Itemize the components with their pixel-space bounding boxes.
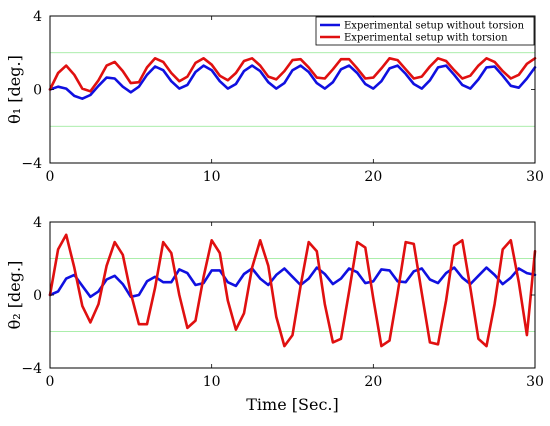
- bottom-tick-labels: 0 10 20 30−404: [21, 215, 544, 390]
- bottom-reference-lines: [50, 258, 535, 332]
- y-tick-label: −4: [21, 361, 42, 377]
- y-tick-label: 0: [33, 83, 42, 99]
- series-line-with-torsion: [48, 56, 537, 93]
- y-tick-label: 0: [33, 288, 42, 304]
- legend-box: [315, 16, 535, 46]
- series-line-without-torsion: [48, 64, 537, 100]
- x-tick-label: 0: [46, 374, 55, 390]
- x-tick-label: 10: [203, 169, 221, 185]
- x-tick-label: 30: [526, 169, 544, 185]
- top-tick-labels: 0 10 20 30−404: [21, 9, 544, 185]
- top-series-lines: [48, 56, 537, 100]
- x-tick-label: 20: [364, 169, 382, 185]
- x-tick-label: 20: [364, 374, 382, 390]
- series-line-without-torsion: [48, 266, 537, 299]
- top-panel: 0 10 20 30−404 θ₁ [deg.] Experimental setup…: [5, 9, 544, 185]
- legend-label-with-torsion: Experimental setup with torsion: [344, 33, 508, 44]
- x-tick-label: 10: [203, 374, 221, 390]
- bottom-panel: 0 10 20 30−404 θ₂ [deg.] Time [Sec.]: [5, 215, 544, 414]
- top-reference-lines: [50, 52, 535, 127]
- legend: Experimental setup without torsion Exper…: [315, 16, 535, 46]
- bottom-y-axis-label: θ₂ [deg.]: [5, 261, 24, 330]
- bottom-series-lines: [48, 233, 537, 348]
- y-tick-label: 4: [33, 9, 42, 25]
- bottom-ticks: [49, 221, 536, 369]
- x-tick-label: 30: [526, 374, 544, 390]
- x-tick-label: 0: [46, 169, 55, 185]
- series-line-with-torsion: [48, 233, 537, 348]
- top-y-axis-label: θ₁ [deg.]: [5, 55, 24, 124]
- x-axis-label: Time [Sec.]: [246, 395, 338, 414]
- y-tick-label: 4: [33, 215, 42, 231]
- legend-label-without-torsion: Experimental setup without torsion: [344, 21, 525, 32]
- y-tick-label: −4: [21, 156, 42, 172]
